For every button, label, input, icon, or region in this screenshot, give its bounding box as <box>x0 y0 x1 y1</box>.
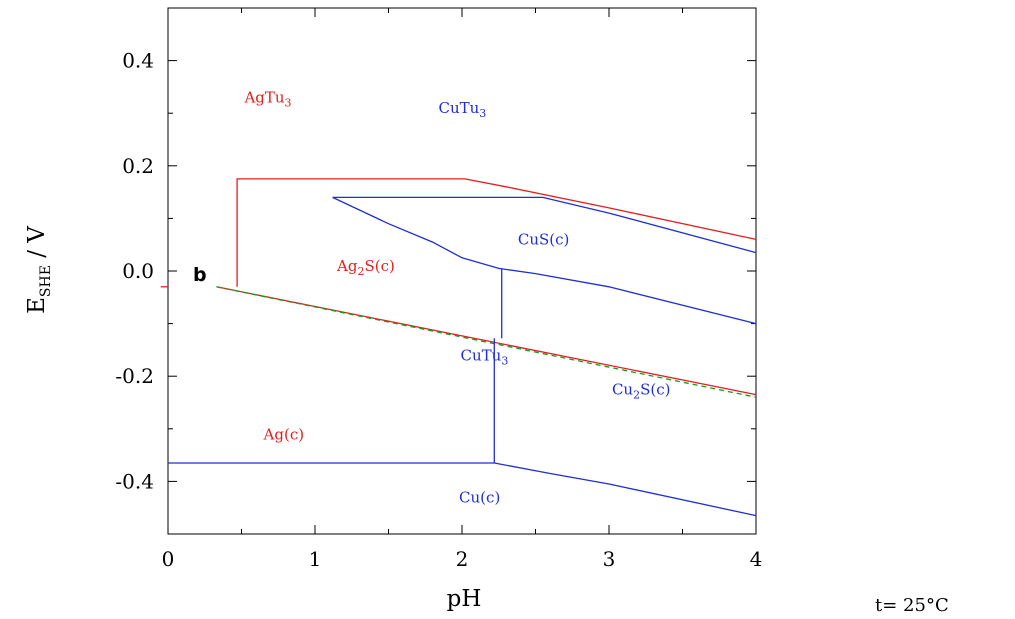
region-label: AgTu3 <box>243 89 291 110</box>
region-label: CuTu3 <box>438 99 486 120</box>
region-label: CuTu3 <box>461 346 509 367</box>
temperature-footnote: t= 25°C <box>875 595 949 616</box>
region-label: CuS(c) <box>518 231 570 249</box>
x-tick-label: 2 <box>456 547 469 571</box>
boundary-line-cu <box>168 462 757 517</box>
boundary-line-ag <box>236 178 757 287</box>
boundary-line-cu <box>332 196 757 254</box>
y-tick-label: 0.0 <box>122 259 154 283</box>
y-tick-label: 0.4 <box>122 49 154 73</box>
y-tick-label: -0.2 <box>115 364 154 388</box>
y-tick-label: -0.4 <box>115 469 154 493</box>
series-lines <box>160 178 757 517</box>
x-tick-label: 0 <box>162 547 175 571</box>
tick-labels: 0 1 2 3 4 0.4 0.2 0.0 -0.2 -0.4 <box>115 49 762 571</box>
region-label: Cu(c) <box>459 488 500 506</box>
x-tick-label: 3 <box>603 547 616 571</box>
boundary-line-cu <box>332 196 757 325</box>
region-label: Ag2S(c) <box>336 257 395 278</box>
plot-frame <box>167 7 757 535</box>
region-label: Ag(c) <box>263 425 305 443</box>
x-tick-label: 4 <box>750 547 763 571</box>
y-axis-title: ESHE / V <box>24 226 54 314</box>
y-tick-label: 0.2 <box>122 154 154 178</box>
region-label: Cu2S(c) <box>612 381 671 402</box>
x-axis-title: pH <box>447 586 482 612</box>
panel-label: b <box>193 264 207 286</box>
x-tick-label: 1 <box>309 547 322 571</box>
boundary-line-dashed <box>216 286 757 398</box>
axis-ticks <box>167 7 757 535</box>
region-labels: AgTu3 CuTu3 CuS(c) Ag2S(c) CuTu3 Cu2S(c) Ag(c)… <box>243 89 670 507</box>
